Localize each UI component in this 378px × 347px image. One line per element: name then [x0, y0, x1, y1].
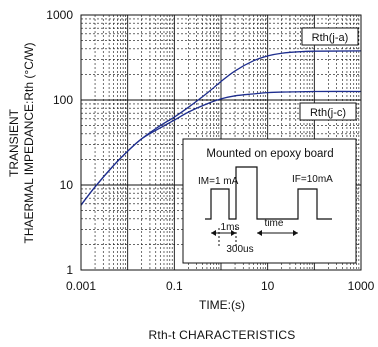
y-tick-label: 100: [53, 93, 73, 107]
x-ticks: 0.001 0.1 10 1000: [66, 279, 375, 293]
y-tick-label: 1000: [46, 8, 73, 22]
inset-ms-label: 1ms: [221, 222, 240, 233]
x-tick-label: 0.1: [166, 279, 183, 293]
inset-box: [182, 138, 357, 264]
series-curves: [80, 50, 362, 206]
legend-rth-ja: Rth(j-a): [301, 27, 359, 46]
inset-title: Mounted on epoxy board: [206, 148, 333, 160]
pulse-waveform: [205, 166, 332, 220]
plot-border: [80, 14, 362, 271]
legend-rth-ja-box: [301, 27, 359, 46]
legend-rth-jc-box: [299, 102, 357, 121]
inset-im-label: IM=1 mA: [198, 176, 239, 187]
inset-if-label: IF=10mA: [292, 174, 333, 185]
ms-arrow-right-head: [231, 230, 236, 236]
inset-time-label: time: [265, 218, 284, 229]
y-ticks: 1 10 100 1000: [46, 8, 73, 277]
x-tick-label: 10: [261, 279, 275, 293]
legend-rth-ja-label: Rth(j-a): [312, 32, 349, 44]
x-tick-label: 1000: [348, 279, 375, 293]
inset-us-label: 300us: [226, 244, 253, 255]
legend-rth-jc-label: Rth(j-c): [310, 107, 346, 119]
x-axis-label: TIME:(s): [199, 298, 245, 312]
series-rth-jc-line: [80, 90, 362, 206]
time-arrow-left-head: [257, 230, 262, 236]
inset-measurement-diagram: Mounted on epoxy board IM=1 mA IF=10mA 1…: [182, 138, 357, 264]
ms-arrow-left-head: [211, 230, 216, 236]
y-tick-label: 1: [66, 263, 73, 277]
time-arrow-right-head: [293, 230, 298, 236]
y-axis-label-line2: THAERMAL IMPEDANCE:Rth (°C/W): [22, 42, 36, 243]
legend-rth-jc: Rth(j-c): [299, 102, 357, 121]
y-axis-label-line1: TRANSIENT: [7, 108, 21, 177]
y-tick-label: 10: [60, 178, 74, 192]
x-tick-label: 0.001: [66, 279, 96, 293]
chart-title: Rth-t CHARACTERISTICS: [149, 328, 296, 342]
